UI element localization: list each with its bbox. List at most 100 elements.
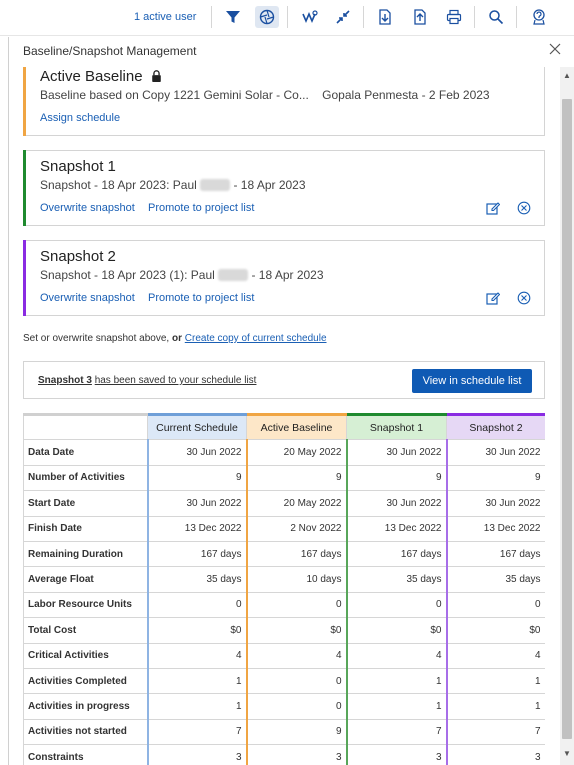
row-value: 30 Jun 2022 [146, 490, 247, 517]
comparison-table: Current Schedule Active Baseline Snapsho… [23, 413, 545, 765]
row-label: Activities not started [23, 718, 148, 746]
row-value: 13 Dec 2022 [345, 515, 447, 542]
row-value: 9 [245, 718, 347, 746]
filter-icon[interactable] [221, 6, 245, 28]
table-row: Remaining Duration 167 days 167 days 167 da… [23, 540, 545, 568]
snapshot-2-subtitle-prefix: Snapshot - 18 Apr 2023 (1): Paul [40, 268, 215, 282]
row-value: 9 [245, 464, 347, 492]
active-baseline-title-text: Active Baseline [40, 68, 143, 85]
table-row: Total Cost $0 $0 $0 $0 [23, 617, 545, 644]
snapshot-2-subtitle-suffix: - 18 Apr 2023 [251, 268, 324, 282]
table-row: Constraints 3 3 3 3 [23, 744, 545, 765]
toolbar-separator [363, 6, 364, 28]
header-active-baseline: Active Baseline [246, 413, 347, 441]
row-label: Start Date [23, 490, 148, 517]
collapse-icon[interactable] [331, 6, 355, 28]
view-in-schedule-list-button[interactable]: View in schedule list [412, 369, 532, 393]
row-value: 4 [245, 642, 347, 669]
table-row: Activities in progress 1 0 1 1 [23, 693, 545, 720]
table-row: Number of Activities 9 9 9 9 [23, 464, 545, 492]
row-value: 35 days [345, 566, 447, 593]
row-value: 4 [345, 642, 447, 669]
scroll-up-icon[interactable]: ▲ [563, 71, 571, 80]
row-value: 30 Jun 2022 [345, 490, 447, 517]
saved-message-text: has been saved to your schedule list [94, 375, 257, 386]
create-copy-link[interactable]: Create copy of current schedule [184, 333, 327, 344]
row-label: Activities in progress [23, 693, 148, 720]
row-value: 7 [345, 718, 447, 746]
promote-snapshot-2-link[interactable]: Promote to project list [148, 292, 255, 304]
search-icon[interactable] [484, 6, 508, 28]
row-value: 30 Jun 2022 [445, 439, 545, 466]
active-baseline-subtitle: Baseline based on Copy 1221 Gemini Solar… [40, 88, 490, 102]
header-snapshot-2: Snapshot 2 [446, 413, 545, 441]
snapshot-saved-banner: Snapshot 3 has been saved to your schedu… [23, 361, 545, 399]
card-color-bar [23, 240, 26, 316]
connect-icon[interactable] [298, 6, 322, 28]
edit-icon[interactable] [486, 291, 500, 305]
row-value: 1 [146, 693, 247, 720]
top-toolbar: 1 active user [0, 0, 574, 36]
snapshot-2-title: Snapshot 2 [40, 248, 116, 265]
delete-circle-icon[interactable] [517, 291, 531, 305]
row-value: $0 [146, 617, 247, 644]
saved-snapshot-name[interactable]: Snapshot 3 [38, 375, 92, 386]
row-value: 7 [445, 718, 545, 746]
table-row: Average Float 35 days 10 days 35 days 35 day… [23, 566, 545, 593]
delete-circle-icon[interactable] [517, 201, 531, 215]
row-value: 167 days [245, 540, 347, 568]
row-value: 1 [345, 667, 447, 695]
edit-icon[interactable] [486, 201, 500, 215]
table-row: Start Date 30 Jun 2022 20 May 2022 30 Jun 2… [23, 490, 545, 517]
scrollbar-thumb[interactable] [562, 99, 572, 739]
redacted-name [200, 179, 231, 191]
row-value: 3 [445, 744, 545, 765]
import-icon[interactable] [408, 6, 432, 28]
header-current-schedule: Current Schedule [147, 413, 247, 441]
header-snapshot-1: Snapshot 1 [346, 413, 447, 441]
hint-text: Set or overwrite snapshot above, [23, 333, 170, 344]
table-row: Activities Completed 1 0 1 1 [23, 667, 545, 695]
row-value: 167 days [146, 540, 247, 568]
promote-snapshot-1-link[interactable]: Promote to project list [148, 202, 255, 214]
row-value: 0 [245, 667, 347, 695]
assign-schedule-link[interactable]: Assign schedule [40, 112, 121, 124]
row-value: 20 May 2022 [245, 490, 347, 517]
row-value: $0 [345, 617, 447, 644]
print-icon[interactable] [442, 6, 466, 28]
overwrite-snapshot-2-link[interactable]: Overwrite snapshot [40, 292, 135, 304]
row-value: 20 May 2022 [245, 439, 347, 466]
overwrite-snapshot-1-link[interactable]: Overwrite snapshot [40, 202, 135, 214]
baseline-owner-date: Gopala Penmesta - 2 Feb 2023 [322, 88, 490, 102]
snapshot-1-subtitle-prefix: Snapshot - 18 Apr 2023: Paul [40, 178, 197, 192]
row-value: 4 [445, 642, 545, 669]
row-value: 9 [146, 464, 247, 492]
snapshot-1-card: Snapshot 1 Snapshot - 18 Apr 2023: Paul … [23, 150, 545, 226]
row-value: 1 [146, 667, 247, 695]
export-icon[interactable] [373, 6, 397, 28]
row-label: Constraints [23, 744, 148, 765]
row-value: 10 days [245, 566, 347, 593]
card-color-bar [23, 67, 26, 136]
table-row: Data Date 30 Jun 2022 20 May 2022 30 Jun 20… [23, 439, 545, 466]
row-label: Average Float [23, 566, 148, 593]
active-users-link[interactable]: 1 active user [134, 11, 197, 23]
row-label: Total Cost [23, 617, 148, 644]
table-row: Labor Resource Units 0 0 0 0 [23, 591, 545, 619]
toolbar-separator [287, 6, 288, 28]
close-icon[interactable] [547, 41, 563, 57]
row-value: 167 days [445, 540, 545, 568]
snapshot-1-title: Snapshot 1 [40, 158, 116, 175]
baseline-source: Baseline based on Copy 1221 Gemini Solar… [40, 88, 309, 102]
row-value: 1 [445, 667, 545, 695]
row-label: Finish Date [23, 515, 148, 542]
row-value: 167 days [345, 540, 447, 568]
help-icon[interactable] [527, 6, 551, 28]
aperture-icon[interactable] [255, 6, 279, 28]
row-label: Labor Resource Units [23, 591, 148, 619]
row-value: 3 [245, 744, 347, 765]
row-value: $0 [245, 617, 347, 644]
scroll-down-icon[interactable]: ▼ [563, 749, 571, 758]
active-baseline-card: Active Baseline Baseline based on Copy 1… [23, 67, 545, 136]
row-value: 0 [445, 591, 545, 619]
